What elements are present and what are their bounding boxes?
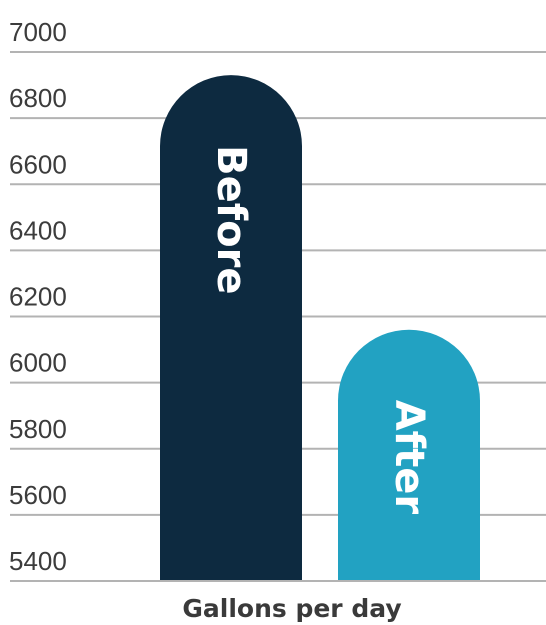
y-tick-label: 7000 bbox=[9, 17, 67, 47]
x-axis-label: Gallons per day bbox=[182, 594, 401, 623]
y-tick-label: 5400 bbox=[9, 546, 67, 576]
y-tick-label: 6200 bbox=[9, 282, 67, 312]
y-tick-label: 5800 bbox=[9, 414, 67, 444]
bar-label-before: Before bbox=[208, 145, 254, 294]
y-tick-label: 6800 bbox=[9, 83, 67, 113]
y-tick-label: 6400 bbox=[9, 215, 67, 245]
y-tick-labels: 7000 6800 6600 6400 6200 6000 5800 5600 5400 bbox=[9, 17, 67, 576]
y-tick-label: 5600 bbox=[9, 480, 67, 510]
bar-after bbox=[338, 329, 480, 581]
y-tick-label: 6600 bbox=[9, 149, 67, 179]
bar-label-after: After bbox=[386, 400, 432, 515]
bars: Before After bbox=[160, 75, 480, 582]
y-tick-label: 6000 bbox=[9, 348, 67, 378]
bar-before bbox=[160, 75, 302, 582]
